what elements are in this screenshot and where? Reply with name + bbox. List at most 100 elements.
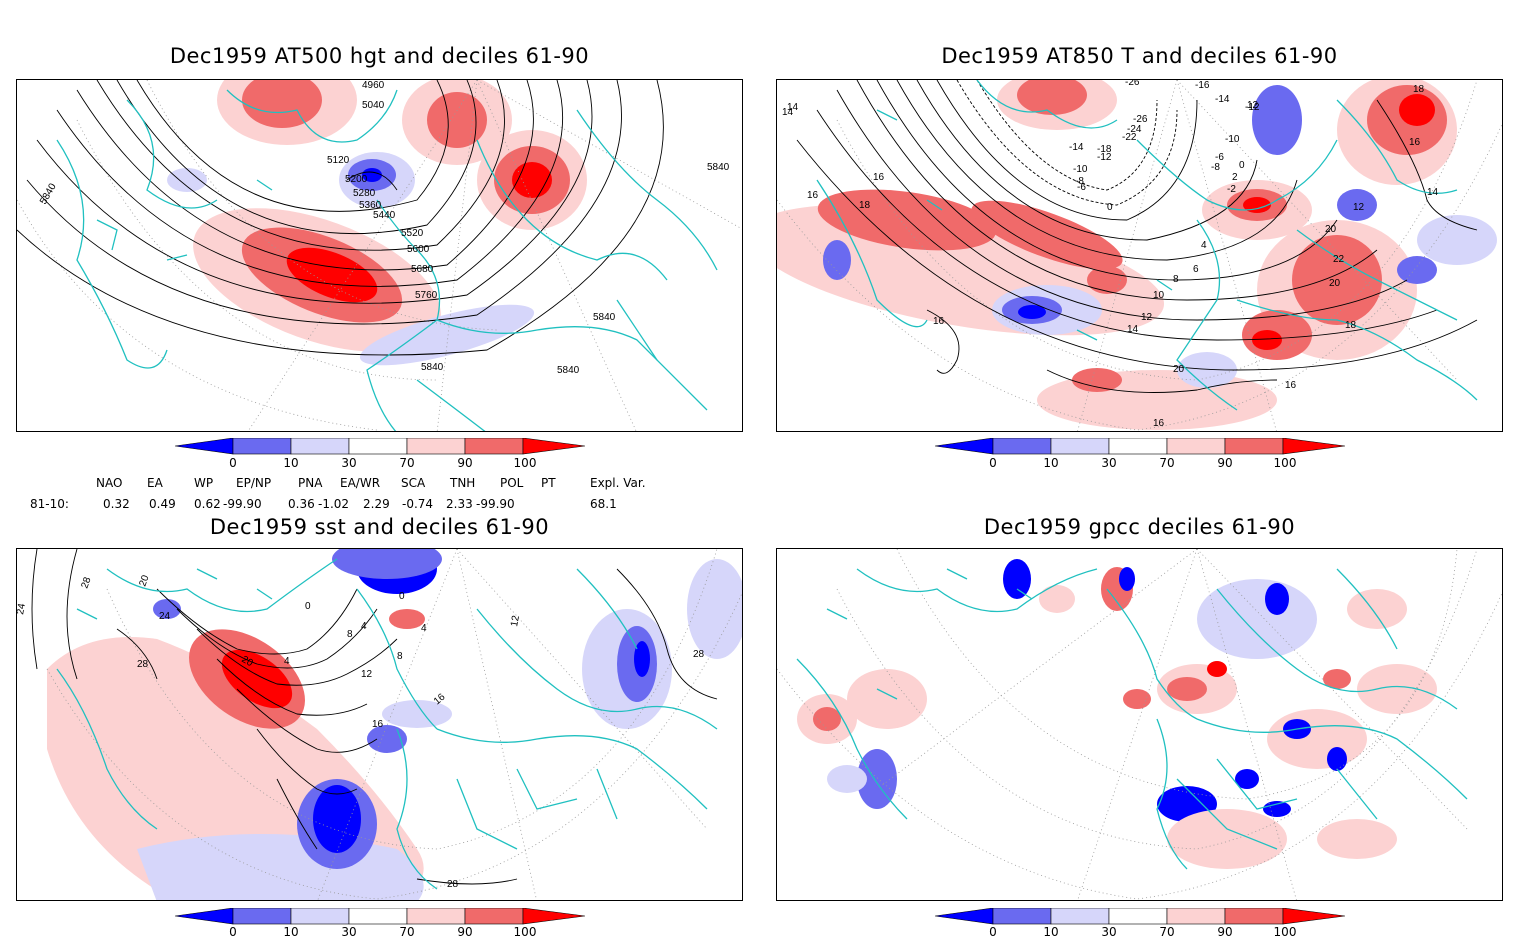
colorbar-label: 100 bbox=[513, 925, 537, 939]
map-panel-t850: -26 -16 -14 -12 -26 -24 -22 -18 -14 -12 … bbox=[776, 79, 1503, 432]
colorbar-label: 70 bbox=[399, 925, 415, 939]
svg-text:10: 10 bbox=[1153, 290, 1165, 301]
svg-text:16: 16 bbox=[873, 172, 885, 183]
map-panel-hgt: 4960 5040 5120 5200 5280 5360 5440 5520 … bbox=[16, 79, 743, 432]
svg-text:5120: 5120 bbox=[327, 155, 350, 166]
svg-text:24: 24 bbox=[159, 611, 171, 622]
svg-text:-6: -6 bbox=[1215, 152, 1224, 163]
index-header: EP/NP bbox=[236, 476, 272, 490]
colorbar-label: 70 bbox=[1159, 456, 1175, 470]
colorbar-label: 10 bbox=[1043, 925, 1059, 939]
svg-text:-8: -8 bbox=[1075, 176, 1084, 187]
colorbar-label: 100 bbox=[1273, 925, 1297, 939]
colorbar-label: 100 bbox=[1273, 456, 1297, 470]
svg-text:-26: -26 bbox=[1125, 80, 1140, 88]
graticule bbox=[777, 80, 1502, 431]
svg-text:0: 0 bbox=[1239, 160, 1245, 171]
svg-text:5840: 5840 bbox=[421, 362, 444, 373]
svg-text:28: 28 bbox=[79, 575, 93, 590]
index-header: Expl. Var. bbox=[590, 476, 646, 490]
decile-shading bbox=[47, 549, 742, 900]
coastlines bbox=[56, 558, 718, 890]
index-header: EA/WR bbox=[340, 476, 381, 490]
svg-text:5840: 5840 bbox=[707, 162, 730, 173]
svg-text:20: 20 bbox=[240, 654, 256, 669]
svg-text:-6: -6 bbox=[1077, 182, 1086, 193]
index-value: 0.36 bbox=[288, 497, 315, 511]
svg-text:-16: -16 bbox=[1195, 80, 1210, 91]
colorbar-label: 0 bbox=[229, 925, 237, 939]
index-header: PT bbox=[541, 476, 556, 490]
svg-text:16: 16 bbox=[1409, 137, 1421, 148]
sst-contours bbox=[31, 549, 718, 885]
colorbar-t850 bbox=[935, 438, 1345, 455]
svg-text:12: 12 bbox=[1141, 312, 1153, 323]
svg-text:12: 12 bbox=[1247, 100, 1259, 111]
panel-title-sst: Dec1959 sst and deciles 61-90 bbox=[209, 515, 550, 539]
colorbar-label: 10 bbox=[1043, 456, 1059, 470]
index-header: TNH bbox=[450, 476, 476, 490]
svg-text:28: 28 bbox=[137, 659, 149, 670]
svg-text:12: 12 bbox=[1353, 202, 1365, 213]
colorbar-label: 10 bbox=[283, 925, 299, 939]
index-value: 68.1 bbox=[590, 497, 617, 511]
svg-text:14: 14 bbox=[782, 107, 794, 118]
svg-text:24: 24 bbox=[17, 602, 28, 615]
svg-text:5600: 5600 bbox=[407, 244, 430, 255]
svg-text:8: 8 bbox=[347, 629, 353, 640]
svg-text:16: 16 bbox=[1285, 380, 1297, 391]
svg-text:18: 18 bbox=[1345, 320, 1357, 331]
colorbar-label: 90 bbox=[457, 925, 473, 939]
colorbar-label: 0 bbox=[989, 456, 997, 470]
svg-text:5360: 5360 bbox=[359, 200, 382, 211]
svg-text:5200: 5200 bbox=[345, 174, 368, 185]
svg-text:4: 4 bbox=[421, 623, 427, 634]
svg-text:5440: 5440 bbox=[373, 210, 396, 221]
svg-text:18: 18 bbox=[1413, 84, 1425, 95]
contour-labels: 24 28 20 24 28 20 4 0 0 4 4 8 8 12 16 16… bbox=[17, 573, 705, 890]
colorbar-label: 90 bbox=[1217, 456, 1233, 470]
colorbar-label: 30 bbox=[341, 925, 357, 939]
index-value: 0.62 bbox=[194, 497, 221, 511]
svg-text:12: 12 bbox=[361, 669, 373, 680]
svg-text:-10: -10 bbox=[1073, 164, 1088, 175]
svg-text:2: 2 bbox=[1232, 172, 1238, 183]
index-row-label: 81-10: bbox=[30, 497, 69, 511]
svg-text:-12: -12 bbox=[1245, 102, 1260, 113]
svg-text:4960: 4960 bbox=[362, 80, 385, 91]
svg-text:16: 16 bbox=[1153, 418, 1165, 429]
svg-text:20: 20 bbox=[137, 573, 151, 588]
svg-text:8: 8 bbox=[1173, 274, 1179, 285]
svg-text:0: 0 bbox=[1107, 202, 1113, 213]
index-header: WP bbox=[194, 476, 214, 490]
svg-text:16: 16 bbox=[372, 719, 384, 730]
index-value: -99.90 bbox=[223, 497, 262, 511]
svg-text:12: 12 bbox=[509, 614, 522, 627]
svg-text:18: 18 bbox=[859, 200, 871, 211]
colorbar-label: 90 bbox=[457, 456, 473, 470]
coastlines bbox=[796, 568, 1468, 870]
index-header: PNA bbox=[298, 476, 323, 490]
svg-text:4: 4 bbox=[1201, 240, 1207, 251]
svg-text:-12: -12 bbox=[1097, 152, 1112, 163]
colorbar-gpcc bbox=[935, 908, 1345, 925]
index-header: SCA bbox=[401, 476, 426, 490]
decile-shading bbox=[167, 80, 587, 366]
svg-text:20: 20 bbox=[1325, 224, 1337, 235]
colorbar-sst bbox=[175, 908, 585, 925]
svg-text:4: 4 bbox=[361, 621, 367, 632]
svg-text:5280: 5280 bbox=[353, 188, 376, 199]
contour-labels: -26 -16 -14 -12 -26 -24 -22 -18 -14 -12 … bbox=[782, 80, 1439, 429]
temperature-contours bbox=[796, 80, 1478, 393]
svg-text:-22: -22 bbox=[1122, 132, 1137, 143]
svg-text:5840: 5840 bbox=[593, 312, 616, 323]
panel-title-t850: Dec1959 AT850 T and deciles 61-90 bbox=[941, 44, 1338, 68]
coastlines bbox=[56, 89, 718, 431]
colorbar-label: 10 bbox=[283, 456, 299, 470]
svg-text:5040: 5040 bbox=[362, 100, 385, 111]
decile-shading bbox=[777, 80, 1497, 430]
panel-title-gpcc: Dec1959 gpcc deciles 61-90 bbox=[983, 515, 1296, 539]
index-value: -0.74 bbox=[402, 497, 434, 511]
index-header: NAO bbox=[96, 476, 123, 490]
colorbar-label: 0 bbox=[989, 925, 997, 939]
